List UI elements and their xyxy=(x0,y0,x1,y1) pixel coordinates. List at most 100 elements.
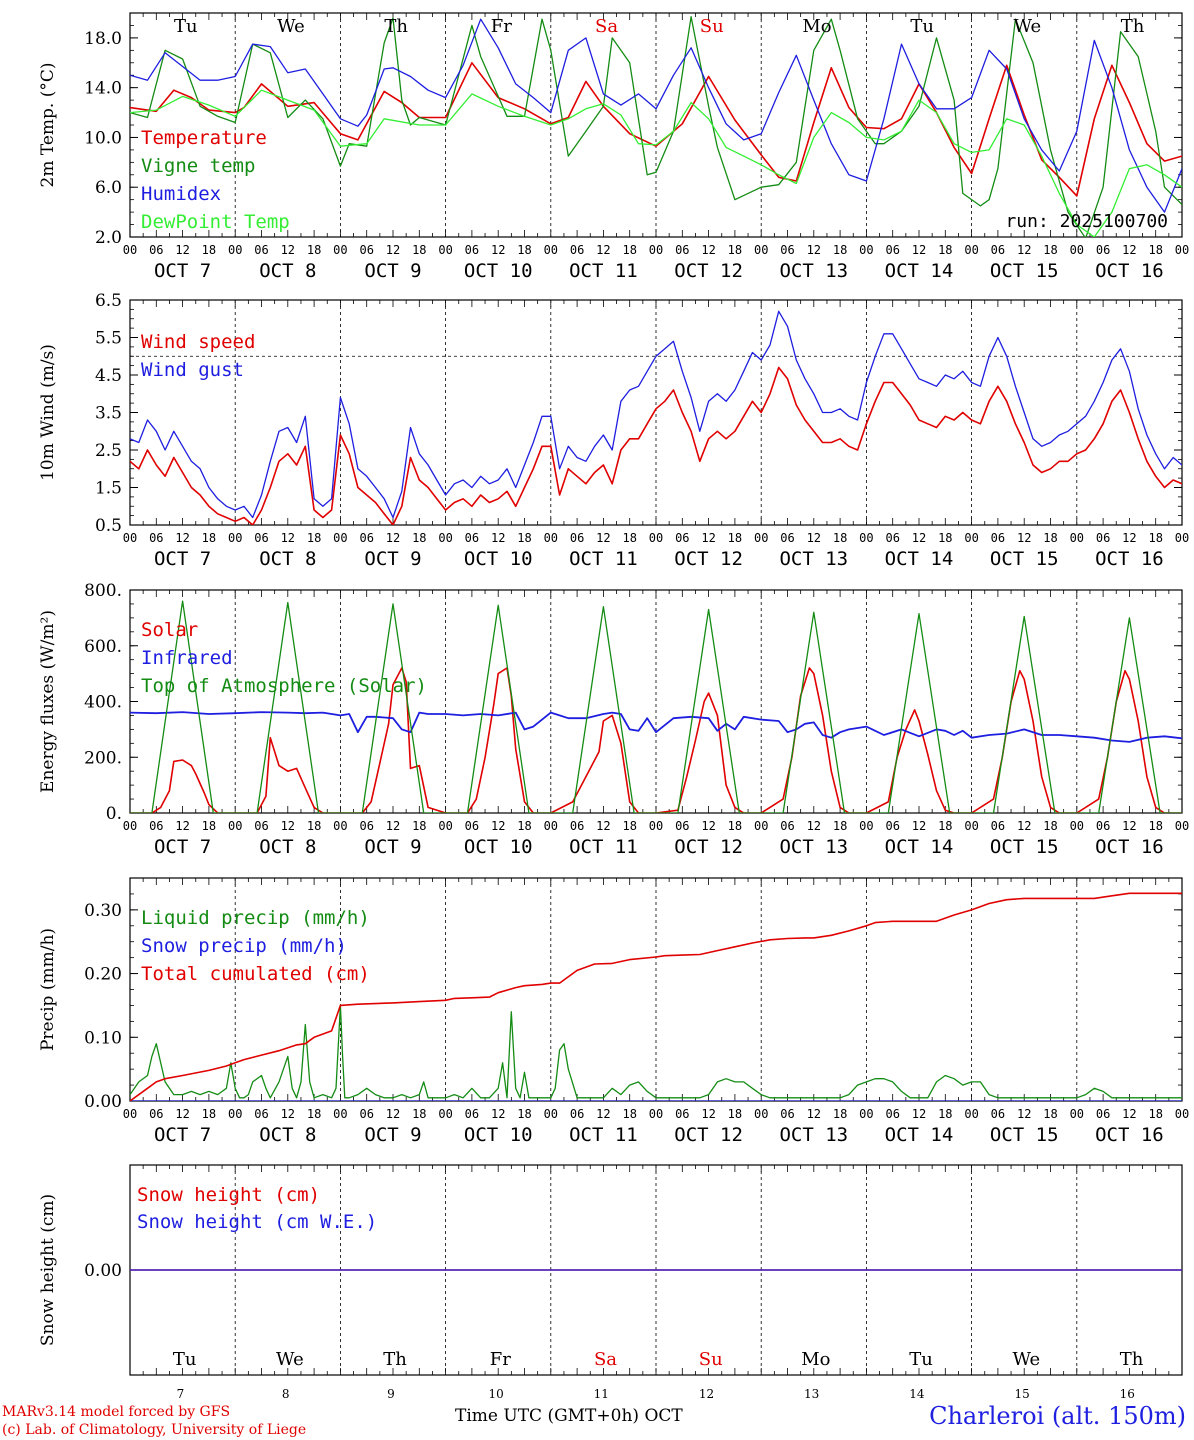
weekday-label: Mo xyxy=(802,16,831,37)
hour-tick-label: 12 xyxy=(281,819,295,833)
hour-tick-label: 00 xyxy=(438,243,452,257)
panel-temp: 2.0 6.0 10.0 14.0 18.0 2m Temp. (°C) Temperatu… xyxy=(38,12,1189,282)
y-axis-label: 10m Wind (m/s) xyxy=(38,344,58,481)
panel-wind: 0.5 1.5 2.5 3.5 4.5 5.5 6.5 10m Wind (m/s) Wind … xyxy=(38,291,1189,570)
weekday-label: Tu xyxy=(174,16,198,37)
hour-tick-label: 12 xyxy=(596,819,610,833)
weekday-label: Su xyxy=(700,16,724,37)
weekday-label: Tu xyxy=(910,16,934,37)
hour-tick-label: 00 xyxy=(333,531,347,545)
hour-tick-label: 18 xyxy=(938,531,952,545)
hour-tick-label: 12 xyxy=(386,1107,400,1121)
hour-tick-label: 06 xyxy=(675,1107,689,1121)
hour-tick-label: 00 xyxy=(1070,1107,1084,1121)
hour-tick-label: 12 xyxy=(1122,819,1136,833)
hour-tick-label: 12 xyxy=(1017,819,1031,833)
weekday-label: We xyxy=(1012,1349,1040,1370)
day-label: OCT 7 xyxy=(154,260,211,282)
day-number: 8 xyxy=(282,1387,290,1401)
hour-tick-label: 06 xyxy=(885,819,899,833)
y-tick-label: 800. xyxy=(84,581,122,601)
hour-tick-label: 06 xyxy=(780,243,794,257)
hour-tick-label: 18 xyxy=(202,531,216,545)
day-label: OCT 8 xyxy=(259,1124,316,1146)
hour-tick-label: 06 xyxy=(149,243,163,257)
lab-credit: (c) Lab. of Climatology, University of L… xyxy=(2,1422,307,1438)
hour-tick-label: 06 xyxy=(991,243,1005,257)
hour-tick-label: 06 xyxy=(885,243,899,257)
hour-tick-label: 06 xyxy=(359,531,373,545)
hour-tick-label: 18 xyxy=(517,531,531,545)
day-label: OCT 10 xyxy=(464,548,533,570)
weekday-label: Mo xyxy=(801,1349,830,1370)
hour-tick-label: 18 xyxy=(622,1107,636,1121)
day-label: OCT 9 xyxy=(364,260,421,282)
day-label: OCT 16 xyxy=(1095,260,1164,282)
day-label: OCT 15 xyxy=(990,836,1059,858)
hour-tick-label: 18 xyxy=(833,531,847,545)
day-number: 14 xyxy=(909,1387,925,1401)
hour-tick-label: 12 xyxy=(912,531,926,545)
day-label: OCT 7 xyxy=(154,1124,211,1146)
hour-tick-label: 12 xyxy=(701,531,715,545)
hour-tick-label: 00 xyxy=(649,819,663,833)
hour-tick-label: 00 xyxy=(1070,243,1084,257)
day-label: OCT 16 xyxy=(1095,836,1164,858)
hour-tick-label: 12 xyxy=(386,243,400,257)
day-label: OCT 11 xyxy=(569,260,638,282)
hour-tick-label: 18 xyxy=(517,1107,531,1121)
hour-tick-label: 00 xyxy=(1070,819,1084,833)
y-tick-label: 2.5 xyxy=(95,441,122,461)
hour-tick-label: 12 xyxy=(596,531,610,545)
series-wind-gust xyxy=(130,310,1182,519)
hour-tick-label: 06 xyxy=(570,819,584,833)
hour-tick-label: 18 xyxy=(1148,1107,1162,1121)
legend-entry: Vigne temp xyxy=(141,155,255,177)
weekday-label: Tu xyxy=(173,1349,197,1370)
hour-tick-label: 18 xyxy=(833,819,847,833)
hour-tick-label: 00 xyxy=(859,1107,873,1121)
hour-tick-label: 18 xyxy=(1148,531,1162,545)
y-tick-label: 3.5 xyxy=(95,404,122,424)
hour-tick-label: 18 xyxy=(728,1107,742,1121)
hour-tick-label: 00 xyxy=(544,1107,558,1121)
hour-tick-label: 12 xyxy=(491,819,505,833)
hour-tick-label: 06 xyxy=(465,243,479,257)
panel-precip: 0.00 0.10 0.20 0.30 Precip (mm/h) Liquid prec… xyxy=(38,877,1189,1146)
hour-tick-label: 12 xyxy=(281,243,295,257)
y-tick-label: 6.0 xyxy=(95,178,122,198)
hour-tick-label: 00 xyxy=(438,531,452,545)
legend-entry: Liquid precip (mm/h) xyxy=(141,907,370,929)
day-label: OCT 14 xyxy=(885,1124,954,1146)
legend-entry: Snow height (cm) xyxy=(137,1184,320,1206)
hour-tick-label: 18 xyxy=(938,243,952,257)
hour-tick-label: 00 xyxy=(333,1107,347,1121)
day-label: OCT 14 xyxy=(885,836,954,858)
series-total-cumulated-cm xyxy=(130,892,1182,1101)
y-tick-label: 1.5 xyxy=(95,479,122,499)
hour-tick-label: 06 xyxy=(780,531,794,545)
day-number: 13 xyxy=(804,1387,819,1401)
legend-entry: Snow height (cm W.E.) xyxy=(137,1211,377,1233)
hour-tick-label: 18 xyxy=(622,531,636,545)
hour-tick-label: 06 xyxy=(465,1107,479,1121)
hour-tick-label: 12 xyxy=(281,531,295,545)
hour-tick-label: 06 xyxy=(465,819,479,833)
hour-tick-label: 00 xyxy=(333,243,347,257)
weekday-label: Th xyxy=(1121,16,1145,37)
day-label: OCT 8 xyxy=(259,836,316,858)
hour-tick-label: 06 xyxy=(1096,819,1110,833)
day-label: OCT 11 xyxy=(569,1124,638,1146)
hour-tick-label: 00 xyxy=(754,819,768,833)
y-tick-label: 0.30 xyxy=(84,901,122,921)
hour-tick-label: 00 xyxy=(1070,531,1084,545)
day-number: 10 xyxy=(488,1387,503,1401)
day-number: 15 xyxy=(1014,1387,1029,1401)
day-label: OCT 13 xyxy=(779,836,848,858)
hour-tick-label: 18 xyxy=(1043,819,1057,833)
hour-tick-label: 12 xyxy=(1017,243,1031,257)
hour-tick-label: 18 xyxy=(202,819,216,833)
day-label: OCT 10 xyxy=(464,836,533,858)
hour-tick-label: 00 xyxy=(228,243,242,257)
hour-tick-label: 06 xyxy=(570,531,584,545)
